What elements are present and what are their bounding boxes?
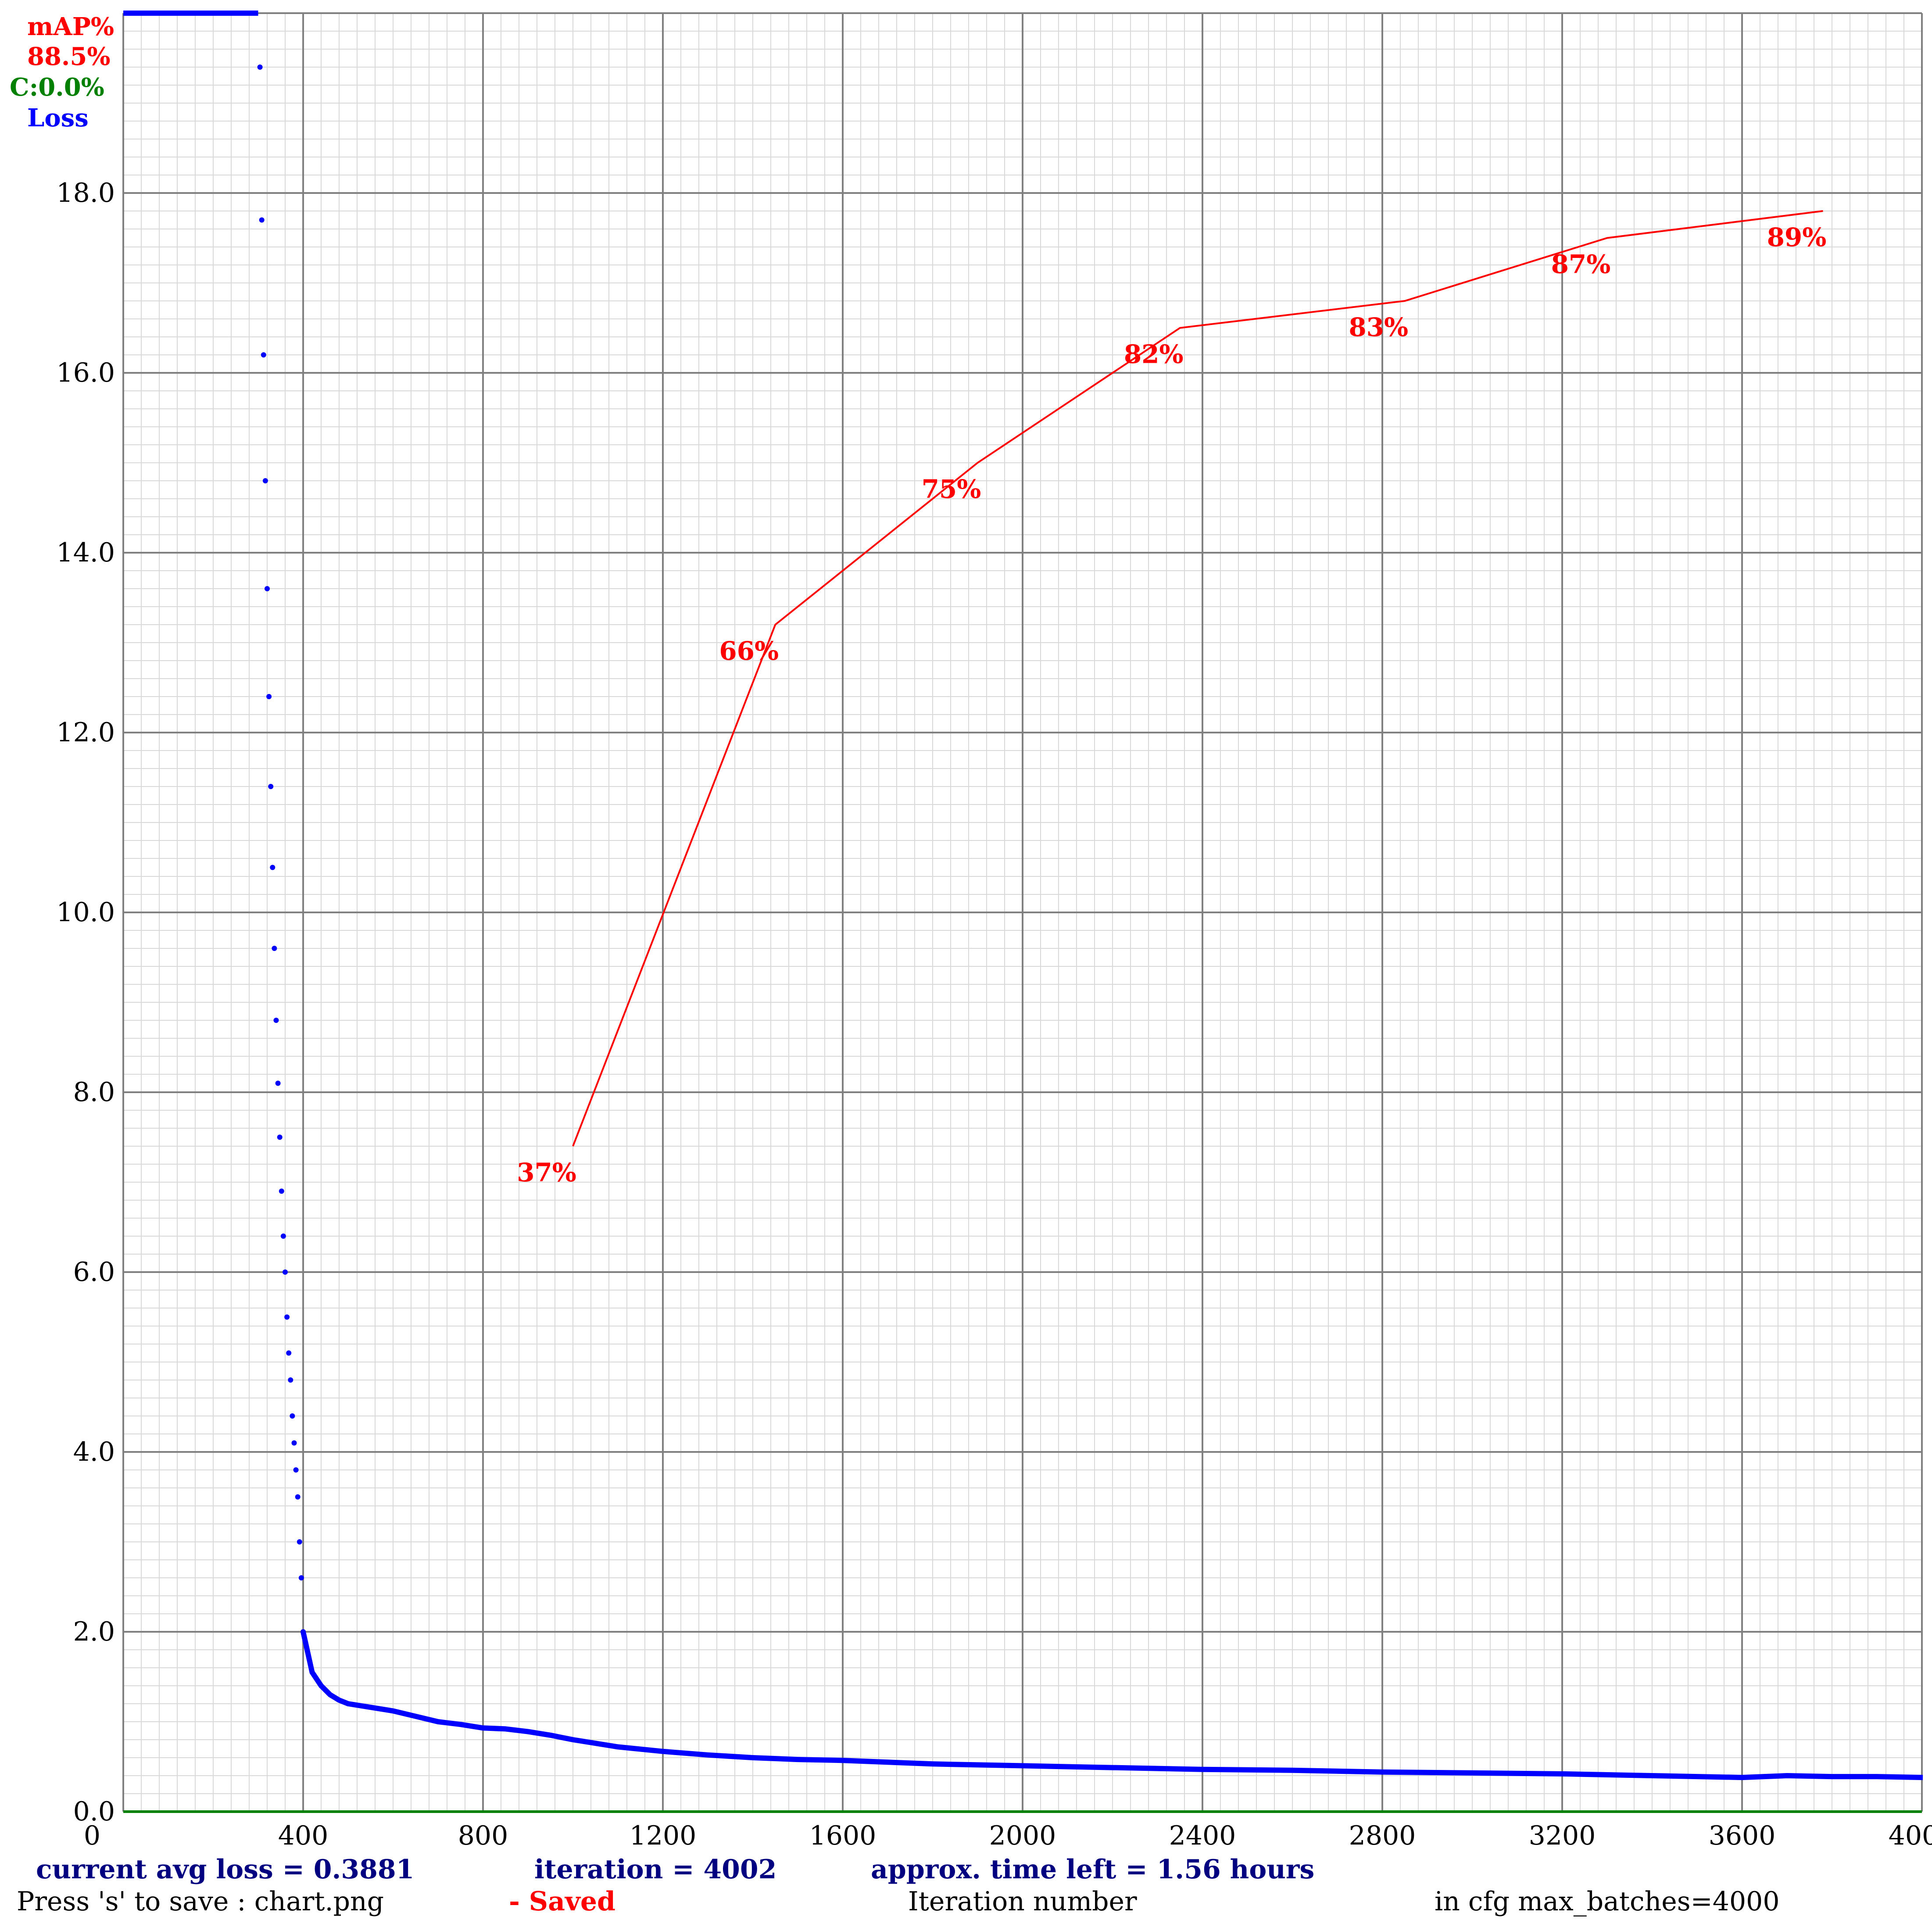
x-tick-label: 4000	[1889, 1820, 1932, 1851]
y-tick-label: 14.0	[56, 537, 115, 568]
x-tick-label: 1600	[809, 1820, 877, 1851]
loss-point	[284, 1314, 290, 1320]
loss-point	[297, 1539, 302, 1544]
loss-point	[270, 865, 275, 870]
map-point-label: 66%	[719, 636, 779, 666]
map-series: 37% 66% 75% 82% 83% 87% 89%	[517, 210, 1827, 1187]
map-line	[572, 210, 1823, 1147]
save-hint: Press 's' to save : chart.png	[17, 1886, 384, 1917]
loss-point	[273, 1018, 279, 1023]
time-left-readout: approx. time left = 1.56 hours	[871, 1854, 1314, 1885]
legend-map-label: mAP%	[27, 12, 114, 41]
y-axis-ticks: 0.0 2.0 4.0 6.0 8.0 10.0 12.0 14.0 16.0 18.0	[56, 178, 115, 1827]
x-tick-label: 400	[278, 1820, 329, 1851]
legend-accuracy-label: C:0.0%	[10, 73, 104, 102]
y-tick-label: 2.0	[73, 1616, 115, 1647]
x-tick-label: 800	[458, 1820, 508, 1851]
y-tick-label: 4.0	[73, 1437, 115, 1467]
loss-point	[277, 1134, 283, 1140]
legend-loss-label: Loss	[27, 104, 89, 132]
current-avg-loss: current avg loss = 0.3881	[36, 1854, 414, 1885]
x-tick-label: 3200	[1529, 1820, 1596, 1851]
loss-point	[295, 1494, 301, 1500]
loss-point	[288, 1377, 293, 1383]
loss-series	[123, 11, 1923, 1780]
loss-point	[291, 1440, 297, 1446]
loss-point	[272, 946, 277, 951]
loss-point	[259, 217, 265, 223]
y-tick-label: 6.0	[73, 1257, 115, 1287]
x-axis-ticks: 0 400 800 1200 1600 2000 2400 2800 3200 3600 4000	[84, 1820, 1932, 1851]
loss-point	[293, 1467, 299, 1473]
x-tick-label: 2400	[1169, 1820, 1236, 1851]
loss-point	[279, 1188, 284, 1194]
loss-point	[298, 1575, 304, 1580]
x-tick-label: 2800	[1349, 1820, 1416, 1851]
map-point-label: 83%	[1349, 312, 1408, 342]
map-point-label: 75%	[922, 474, 981, 504]
status-line-2: Press 's' to save : chart.png - Saved It…	[17, 1886, 1780, 1917]
iteration-readout: iteration = 4002	[534, 1854, 776, 1885]
map-point-label: 82%	[1124, 340, 1184, 369]
saved-indicator: - Saved	[509, 1886, 615, 1917]
loss-point	[280, 1233, 286, 1239]
y-tick-label: 16.0	[56, 358, 115, 388]
x-tick-label: 2000	[989, 1820, 1056, 1851]
legend: mAP% 88.5% C:0.0% Loss	[10, 12, 114, 132]
loss-point	[266, 694, 272, 699]
legend-map-value: 88.5%	[27, 42, 111, 71]
x-tick-label: 0	[84, 1820, 100, 1851]
loss-point	[262, 478, 268, 483]
max-batches-readout: in cfg max_batches=4000	[1435, 1886, 1780, 1917]
map-point-label: 89%	[1767, 222, 1827, 252]
loss-point	[268, 784, 274, 789]
loss-point	[257, 64, 263, 70]
y-tick-label: 18.0	[56, 178, 115, 208]
map-point-label: 87%	[1551, 250, 1611, 279]
y-tick-label: 8.0	[73, 1077, 115, 1108]
loss-point	[265, 586, 270, 591]
x-tick-label: 3600	[1709, 1820, 1776, 1851]
y-tick-label: 12.0	[56, 717, 115, 748]
loss-point	[286, 1350, 292, 1356]
x-tick-label: 1200	[630, 1820, 697, 1851]
loss-point	[290, 1413, 295, 1419]
x-axis-label: Iteration number	[908, 1886, 1137, 1917]
loss-point	[275, 1080, 281, 1086]
y-tick-label: 10.0	[56, 897, 115, 928]
loss-point	[283, 1269, 288, 1275]
y-tick-label: 0.0	[73, 1796, 115, 1827]
loss-point	[261, 352, 266, 358]
loss-line	[301, 1631, 1923, 1780]
status-line-1: current avg loss = 0.3881 iteration = 40…	[36, 1854, 1314, 1885]
map-point-label: 37%	[517, 1158, 576, 1187]
